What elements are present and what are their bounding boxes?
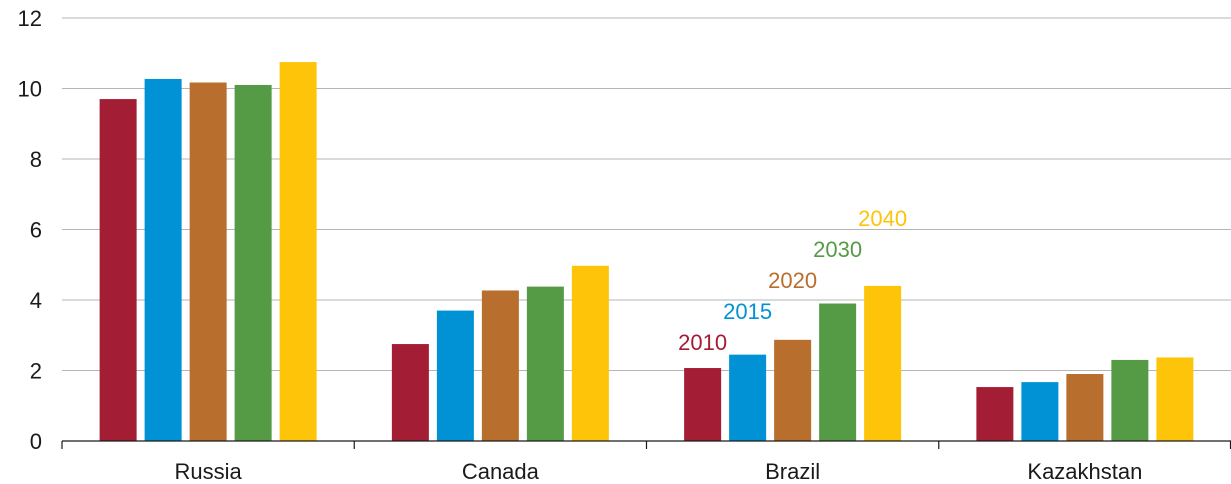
y-tick-label: 10 (18, 77, 42, 102)
bar-russia-2015 (144, 78, 182, 442)
series-label-2010: 2010 (678, 330, 727, 355)
bars (99, 62, 1194, 442)
y-tick-label: 0 (30, 429, 42, 454)
bar-kazakhstan-2010 (976, 387, 1014, 441)
bar-kazakhstan-2015 (1021, 382, 1059, 441)
x-axis: Russia Canada Brazil Kazakhstan (61, 440, 1231, 484)
bar-brazil-2040 (864, 285, 902, 441)
bar-brazil-2010 (684, 368, 722, 441)
bar-russia-2020 (189, 82, 227, 441)
bar-brazil-2015 (729, 354, 767, 441)
bar-brazil-2020 (774, 339, 812, 441)
bar-kazakhstan-2020 (1066, 374, 1104, 441)
y-tick-label: 2 (30, 359, 42, 384)
bar-canada-2015 (436, 310, 474, 441)
series-label-2030: 2030 (813, 237, 862, 262)
y-tick-label: 6 (30, 218, 42, 243)
series-label-2020: 2020 (768, 268, 817, 293)
bar-kazakhstan-2040 (1156, 357, 1194, 441)
bar-kazakhstan-2030 (1111, 359, 1149, 441)
bar-russia-2010 (99, 99, 137, 441)
y-tick-label: 12 (18, 6, 42, 31)
bar-brazil-2030 (819, 303, 857, 441)
bar-russia-2040 (279, 62, 317, 441)
y-axis-ticks: 0 2 4 6 8 10 12 (18, 6, 42, 454)
category-label: Canada (462, 459, 540, 484)
category-label: Kazakhstan (1027, 459, 1142, 484)
y-tick-label: 4 (30, 288, 42, 313)
bar-canada-2040 (571, 265, 609, 441)
bar-russia-2030 (234, 84, 272, 441)
bar-canada-2030 (526, 286, 564, 441)
series-labels: 2010 2015 2020 2030 2040 (678, 206, 907, 355)
series-label-2015: 2015 (723, 299, 772, 324)
bar-canada-2010 (391, 344, 429, 441)
series-label-2040: 2040 (858, 206, 907, 231)
category-label: Brazil (765, 459, 820, 484)
bar-canada-2020 (481, 290, 519, 441)
category-label: Russia (175, 459, 243, 484)
y-tick-label: 8 (30, 147, 42, 172)
